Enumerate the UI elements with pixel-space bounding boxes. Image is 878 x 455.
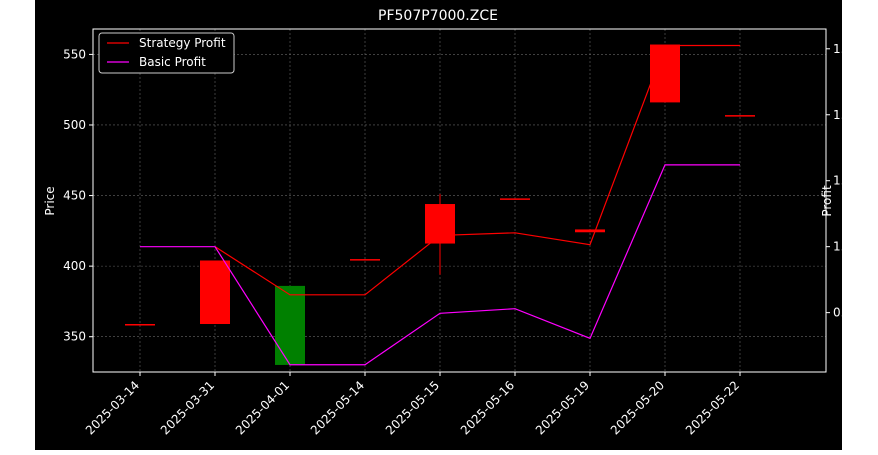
y-tick-label-left: 500 [63,118,86,132]
legend-strategy-label: Strategy Profit [139,36,226,50]
candle-body [350,259,380,261]
y-axis-label-right: Profit [820,185,834,217]
y-tick-label-left: 550 [63,47,86,61]
chart-figure: PF507P7000.ZCE 2025-03-14 2025-03-31 2025-… [35,0,852,450]
candle-body [125,324,155,326]
candle-body [575,229,605,233]
y-tick-label-right: 1.0 [833,240,842,254]
y-tick-label-left: 400 [63,259,86,273]
x-tick-label: 2025-05-20 [608,378,667,437]
legend-box [98,32,235,74]
x-tick-label: 2025-05-14 [308,378,367,437]
candle-body [200,260,230,325]
legend-basic-label: Basic Profit [139,55,206,69]
plot-frame [92,28,827,373]
candle-layer [125,44,755,365]
x-tick-label: 2025-05-22 [683,378,742,437]
candle-body [425,204,455,244]
x-tick-label: 2025-03-14 [83,378,142,437]
y-tick-label-right: 1.2 [833,108,842,122]
legend: Strategy Profit Basic Profit [98,32,235,74]
y-axis-label-left: Price [43,186,57,215]
basic-profit-line [140,164,740,366]
x-tick-label: 2025-04-01 [233,378,292,437]
y-tick-label-right: 1.3 [833,42,842,56]
x-tick-label: 2025-05-15 [383,378,442,437]
y-tick-label-right: 1.1 [833,174,842,188]
strategy-profit-line [214,44,740,296]
candle-body [725,115,755,117]
y-tick-label-left: 350 [63,330,86,344]
y-tick-label-right: 0.9 [833,306,842,320]
candle-body [500,198,530,200]
chart-svg: PF507P7000.ZCE 2025-03-14 2025-03-31 2025-… [43,8,852,437]
x-tick-label: 2025-05-16 [458,378,517,437]
x-tick-label: 2025-03-31 [158,378,217,437]
line-layer [140,44,740,366]
y-tick-label-left: 450 [63,189,86,203]
candle-body [275,285,305,365]
chart-title: PF507P7000.ZCE [378,8,498,24]
x-tick-label: 2025-05-19 [533,378,592,437]
